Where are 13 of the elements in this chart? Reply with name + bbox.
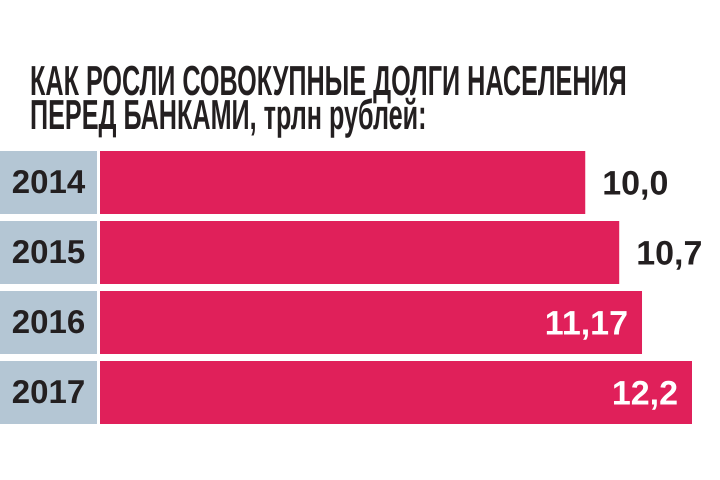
y-tick-label: 2017	[12, 373, 86, 410]
y-tick-label: 2016	[12, 303, 86, 340]
bar	[100, 291, 642, 354]
chart-title: КАК РОСЛИ СОВОКУПНЫЕ ДОЛГИ НАСЕЛЕНИЯ ПЕРЕД БАНКАМИ, трлн рублей:	[30, 58, 627, 139]
bar	[100, 221, 620, 284]
bar	[100, 151, 586, 214]
data-label: 12,2	[612, 374, 678, 413]
data-label: 10,7	[636, 234, 702, 273]
y-tick-label: 2014	[12, 163, 86, 200]
data-label: 10,0	[602, 164, 668, 203]
data-label: 11,17	[544, 304, 628, 343]
y-tick-label: 2015	[12, 233, 86, 270]
bar	[100, 361, 692, 424]
